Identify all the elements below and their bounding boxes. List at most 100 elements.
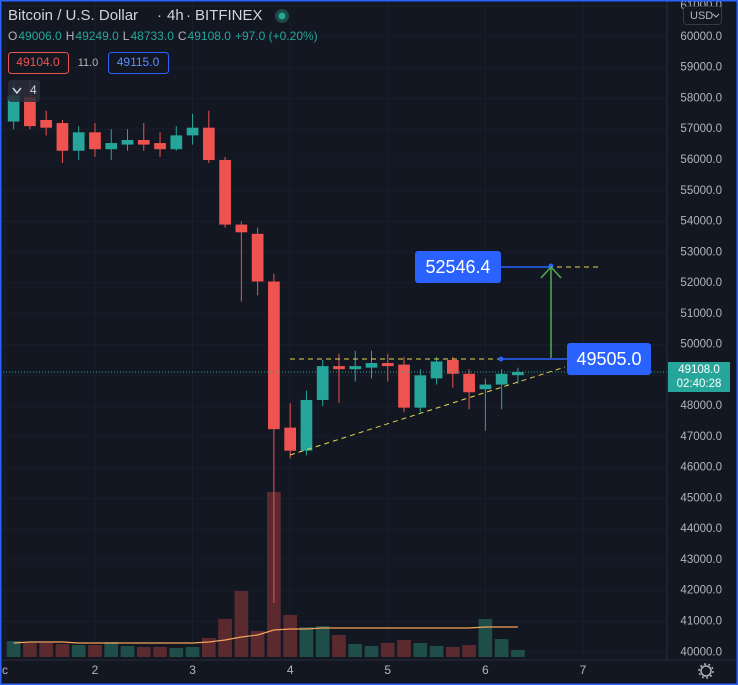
x-tick-label: 6 (482, 663, 489, 677)
volume-bar (397, 640, 411, 657)
indicator-toggle[interactable] (8, 80, 40, 102)
title: Bitcoin / U.S. Dollar (8, 7, 138, 24)
exchange: BITFINEX (195, 7, 263, 24)
countdown: 02:40:28 (677, 378, 722, 390)
candle-body (251, 233, 264, 282)
volume-ma (13, 626, 518, 644)
y-tick-label: 58000.0 (680, 92, 722, 104)
volume-bar (511, 650, 525, 657)
x-tick-label: c (2, 663, 8, 677)
volume-bar (315, 626, 330, 657)
readout-key: L (123, 29, 130, 43)
candle-body (414, 375, 427, 408)
indicator-count: 4 (30, 83, 37, 97)
candle-body (398, 364, 410, 408)
candle-body (89, 132, 101, 150)
change: +97.0 (+0.20%) (235, 29, 318, 43)
candle-body (202, 127, 215, 160)
candle-body (349, 366, 362, 370)
candle-body (137, 139, 150, 145)
readout-value: 48733.0 (130, 29, 174, 43)
arrow-head (540, 265, 562, 279)
volume-bar (429, 646, 444, 657)
axes: 40000.041000.042000.043000.044000.045000… (2, 0, 730, 677)
y-tick-label: 54000.0 (680, 216, 722, 228)
x-tick-label: 7 (580, 663, 587, 677)
y-tick-label: 47000.0 (680, 431, 722, 443)
volume-bar (413, 643, 428, 657)
readout-value: 49249.0 (75, 29, 119, 43)
volume-bar (234, 591, 249, 657)
candle-body (381, 363, 394, 367)
y-tick-label: 56000.0 (680, 154, 722, 166)
candle-body (268, 281, 280, 430)
separator: · (186, 7, 191, 24)
y-tick-label: 42000.0 (680, 585, 722, 597)
price-axis (667, 0, 738, 685)
separator: · (157, 7, 162, 24)
sell-badge[interactable] (8, 52, 69, 74)
gear-teeth (698, 663, 714, 679)
y-tick-label: 52000.0 (680, 277, 722, 289)
candle-body (365, 363, 378, 368)
candle-body (316, 366, 329, 400)
candle-body (170, 135, 183, 150)
volume-bar (104, 642, 119, 657)
buy-price: 49115.0 (117, 55, 160, 69)
volume-bar (6, 641, 21, 657)
plot-area (0, 79, 667, 657)
chevron (712, 13, 720, 18)
x-tick-label: 3 (189, 663, 196, 677)
volume-bar (23, 643, 37, 657)
candle-body (7, 95, 20, 122)
volume-bar (380, 643, 395, 657)
sell-price: 49104.0 (16, 55, 60, 69)
volume-bar (185, 647, 200, 657)
currency: USD (690, 10, 713, 22)
y-tick-label: 48000.0 (680, 400, 722, 412)
candle-body (40, 119, 53, 128)
x-tick-label: 4 (287, 663, 294, 677)
candle-body (72, 132, 85, 151)
y-tick-label: 50000.0 (680, 339, 722, 351)
x-tick-label: 5 (384, 663, 391, 677)
trend-line (289, 366, 566, 456)
volume-bar (218, 619, 232, 657)
volume-bar (494, 639, 509, 657)
volume-bar (39, 643, 54, 657)
candle-body (495, 373, 508, 385)
candle-body (154, 143, 166, 150)
readout-value: 49006.0 (18, 29, 62, 43)
gear (700, 665, 712, 677)
y-tick-label: 55000.0 (680, 185, 722, 197)
readout-key: H (66, 29, 75, 43)
anchor (498, 356, 504, 362)
y-tick-label: 51000.0 (680, 308, 722, 320)
y-tick-label: 57000.0 (680, 123, 722, 135)
buy-badge[interactable] (108, 52, 169, 74)
y-tick-label: 44000.0 (680, 523, 722, 535)
candle-body (300, 399, 313, 451)
y-tick-label: 53000.0 (680, 246, 722, 258)
y-tick-label: 46000.0 (680, 462, 722, 474)
candle-body (479, 384, 492, 390)
candle-body (512, 372, 524, 376)
readout-key: C (178, 29, 187, 43)
volume-bar (299, 627, 314, 657)
settings-icon[interactable] (698, 663, 714, 679)
volume-bar (348, 644, 363, 657)
drawings: 52546.4 49505.0 (289, 251, 651, 456)
y-tick-label: 45000.0 (680, 492, 722, 504)
target-label: 52546.4 (425, 257, 490, 277)
candle-body (235, 224, 248, 233)
currency-button[interactable] (683, 6, 722, 25)
volume-bar (153, 647, 167, 657)
candle-body (219, 159, 231, 225)
volume-bar (283, 615, 298, 657)
breakout-label: 49505.0 (576, 349, 641, 369)
volume-bar (478, 619, 493, 657)
volume-bar (462, 645, 476, 657)
spread: 11.0 (78, 57, 99, 69)
